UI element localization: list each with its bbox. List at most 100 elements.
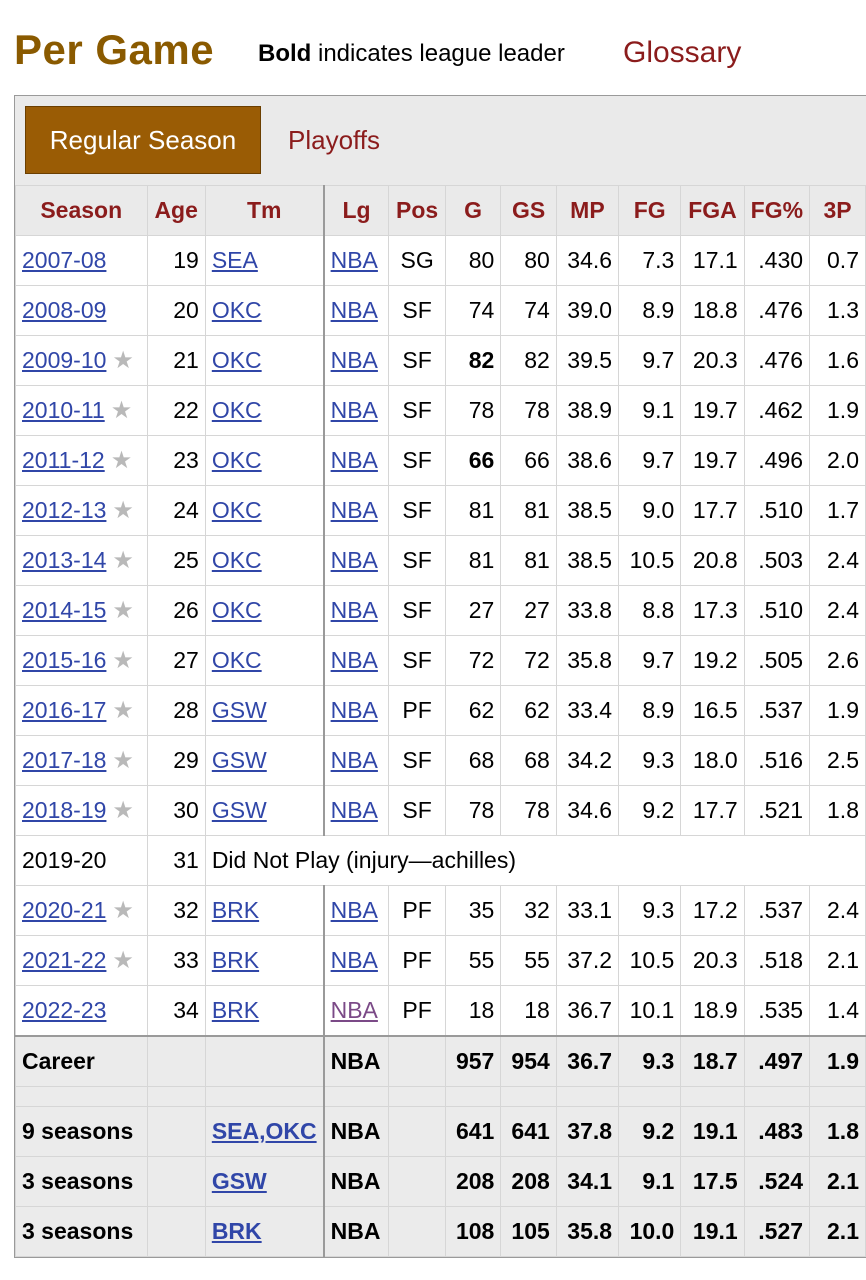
team-link[interactable]: OKC	[211, 297, 262, 323]
season-link[interactable]: 2022-23	[22, 996, 107, 1023]
league-link[interactable]: NBA	[330, 297, 378, 323]
team-link[interactable]: BRK	[211, 1218, 262, 1244]
team-link[interactable]: OKC	[211, 547, 262, 573]
column-header-season[interactable]: Season	[15, 185, 148, 236]
team-link[interactable]: GSW	[211, 797, 267, 823]
season-link[interactable]: 2009-10	[22, 347, 107, 373]
season-link[interactable]: 2021-22	[22, 947, 107, 973]
fg-pct-cell: .510	[743, 585, 811, 636]
age-cell: 19	[146, 235, 206, 286]
league-cell: NBA	[323, 785, 390, 836]
team-link[interactable]: BRK	[211, 996, 260, 1023]
position-cell: SF	[388, 785, 446, 836]
team-link[interactable]: GSW	[211, 1168, 267, 1194]
league-link[interactable]: NBA	[330, 996, 378, 1023]
season-link[interactable]: 2007-08	[22, 247, 107, 273]
fga-cell: 17.5	[680, 1156, 745, 1207]
games-started-cell: 641	[500, 1106, 557, 1157]
fg-pct-cell: .497	[743, 1034, 811, 1087]
league-link[interactable]: NBA	[330, 897, 378, 923]
team-link[interactable]: BRK	[211, 897, 260, 923]
fg-pct-cell: .503	[743, 535, 811, 586]
all-star-icon: ★	[112, 647, 134, 674]
column-header-3p[interactable]: 3P	[809, 185, 866, 236]
stats-panel: Regular Season Playoffs Season Age Tm Lg Pos…	[14, 95, 866, 1258]
team-cell: BRK	[204, 1206, 325, 1257]
column-header-fga[interactable]: FGA	[680, 185, 745, 236]
league-link[interactable]: NBA	[330, 547, 378, 573]
team-link[interactable]: GSW	[211, 697, 267, 723]
column-header-g[interactable]: G	[444, 185, 502, 236]
fga-cell: 18.9	[680, 985, 745, 1036]
season-link[interactable]: 2014-15	[22, 597, 107, 623]
column-header-mp[interactable]: MP	[555, 185, 620, 236]
column-header-tm[interactable]: Tm	[204, 185, 325, 236]
spacer-cell	[204, 1086, 325, 1107]
season-link[interactable]: 2008-09	[22, 297, 107, 323]
league-link[interactable]: NBA	[330, 597, 378, 623]
team-cell: OKC	[204, 385, 325, 436]
column-header-fg[interactable]: FG	[618, 185, 682, 236]
league-link[interactable]: NBA	[330, 797, 378, 823]
team-split-row: 3 seasons GSW NBA 208 208 34.1 9.1 17.5.524 2.1	[15, 1156, 866, 1207]
league-link[interactable]: NBA	[330, 497, 378, 523]
league-link[interactable]: NBA	[330, 747, 378, 773]
column-header-age[interactable]: Age	[146, 185, 206, 236]
season-link[interactable]: 2013-14	[22, 547, 107, 573]
team-link[interactable]: OKC	[211, 497, 262, 523]
team-link[interactable]: OKC	[211, 347, 262, 373]
age-cell: 30	[146, 785, 206, 836]
season-link[interactable]: 2020-21	[22, 897, 107, 923]
season-cell: 2014-15 ★	[15, 585, 148, 636]
team-cell: OKC	[204, 335, 325, 386]
fg-pct-cell: .527	[743, 1206, 811, 1257]
team-link[interactable]: OKC	[211, 397, 262, 423]
team-link[interactable]: OKC	[211, 447, 262, 473]
season-cell: 2007-08	[15, 235, 148, 286]
team-link[interactable]: SEA,OKC	[211, 1118, 317, 1144]
league-link[interactable]: NBA	[330, 247, 378, 273]
position-cell: SG	[388, 235, 446, 286]
season-link[interactable]: 2011-12	[22, 447, 105, 473]
fg-cell: 10.0	[618, 1206, 682, 1257]
league-cell: NBA	[323, 985, 390, 1036]
season-cell: 2020-21 ★	[15, 885, 148, 936]
team-link[interactable]: SEA	[211, 247, 258, 273]
team-link[interactable]: OKC	[211, 647, 262, 673]
season-link[interactable]: 2010-11	[22, 397, 105, 423]
minutes-cell: 38.5	[555, 535, 620, 586]
team-link[interactable]: BRK	[211, 947, 260, 973]
tab-regular-season[interactable]: Regular Season	[25, 106, 261, 174]
position-cell: PF	[388, 985, 446, 1036]
age-cell: 25	[146, 535, 206, 586]
position-cell: SF	[388, 585, 446, 636]
league-link[interactable]: NBA	[330, 647, 378, 673]
season-link[interactable]: 2015-16	[22, 647, 107, 673]
team-link[interactable]: OKC	[211, 597, 262, 623]
season-link[interactable]: 2018-19	[22, 797, 107, 823]
minutes-cell: 36.7	[555, 1034, 620, 1087]
season-link[interactable]: 2012-13	[22, 497, 107, 523]
all-star-icon: ★	[110, 397, 133, 424]
league-link[interactable]: NBA	[330, 947, 378, 973]
tab-playoffs[interactable]: Playoffs	[288, 124, 381, 155]
fga-cell: 19.7	[680, 435, 745, 486]
minutes-cell: 39.5	[555, 335, 620, 386]
glossary-link[interactable]: Glossary	[623, 36, 742, 69]
league-link[interactable]: NBA	[330, 347, 378, 373]
league-link[interactable]: NBA	[330, 697, 378, 723]
team-link[interactable]: GSW	[211, 747, 267, 773]
season-link[interactable]: 2017-18	[22, 747, 107, 773]
league-cell: NBA	[323, 935, 390, 986]
column-header-gs[interactable]: GS	[500, 185, 557, 236]
position-cell: PF	[388, 685, 446, 736]
season-link[interactable]: 2016-17	[22, 697, 107, 723]
three-pt-cell: 1.4	[809, 985, 866, 1036]
league-link[interactable]: NBA	[330, 397, 378, 423]
table-row: 2019-20 31 Did Not Play (injury—achilles)	[15, 835, 866, 886]
league-link[interactable]: NBA	[330, 447, 378, 473]
games-started-cell: 78	[500, 785, 557, 836]
column-header-fg-pct[interactable]: FG%	[743, 185, 811, 236]
column-header-pos[interactable]: Pos	[388, 185, 446, 236]
column-header-lg[interactable]: Lg	[323, 185, 390, 236]
